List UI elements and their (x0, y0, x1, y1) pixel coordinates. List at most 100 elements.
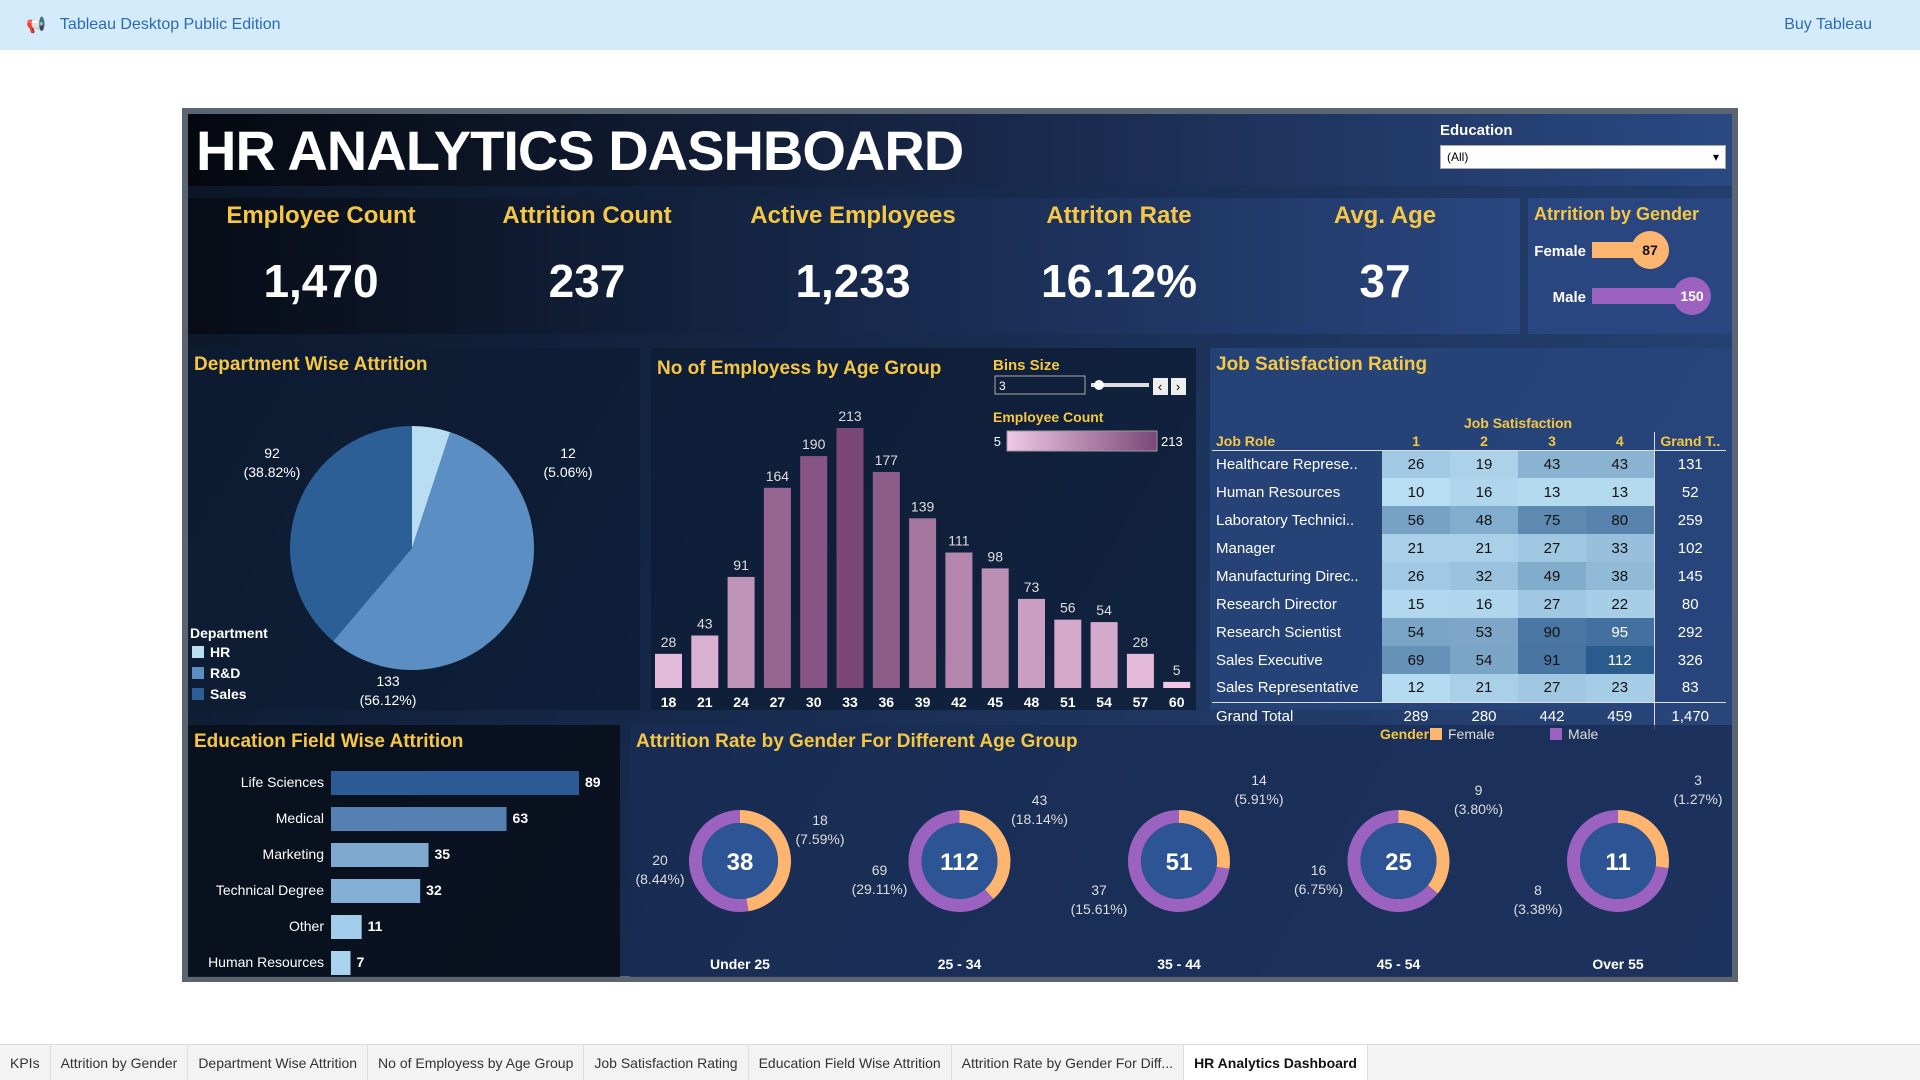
top-bar: 📢 Tableau Desktop Public Edition Buy Tabl… (0, 0, 1920, 50)
table-cell: 112 (1586, 646, 1655, 674)
bar-label: 43 (697, 616, 713, 632)
x-tick: 39 (915, 694, 931, 710)
tab-sheet[interactable]: Job Satisfaction Rating (584, 1045, 749, 1080)
bins-input[interactable] (994, 375, 1086, 395)
kpi-label: Active Employees (750, 202, 956, 229)
legend-item: Sales (210, 686, 247, 702)
gender-chart: Female 87 Male 150 (1534, 231, 1711, 315)
age-group-panel: No of Employess by Age Group 28 18 43 21 91 2… (651, 348, 1196, 710)
panel-title: Education Field Wise Attrition (194, 731, 464, 752)
age-group-label: 45 - 54 (1377, 956, 1421, 972)
donut-total: 51 (1166, 849, 1193, 876)
edu-bar (331, 843, 429, 867)
legend-title: Department (190, 625, 268, 641)
table-row: Manufacturing Direc.. 26 32 49 38 145 (1212, 562, 1727, 590)
bar-label: 190 (802, 436, 826, 452)
age-bar (945, 552, 973, 688)
grand-total-cell: 442 (1539, 707, 1565, 725)
male-percent: (15.61%) (1071, 901, 1128, 917)
buy-tableau-link[interactable]: Buy Tableau (1784, 16, 1872, 33)
next-button[interactable] (1171, 378, 1186, 395)
job-satisfaction-table: Job Satisfaction Job Role 1 2 3 4 Grand T.. Hea… (1212, 414, 1727, 730)
bins-slider-handle[interactable] (1094, 380, 1104, 390)
age-bar (836, 428, 864, 688)
slice-percent: (38.82%) (244, 464, 301, 480)
x-tick: 27 (770, 694, 786, 710)
row-total: 259 (1653, 506, 1727, 534)
gender-bubble (1673, 277, 1711, 315)
female-arc (959, 810, 1011, 900)
tab-sheet[interactable]: KPIs (0, 1045, 51, 1080)
age-bar (800, 456, 828, 688)
table-cell: 48 (1450, 506, 1518, 534)
title-band: HR ANALYTICS DASHBOARD Education (All) ▾ (188, 114, 1732, 186)
male-value: 37 (1091, 882, 1107, 898)
male-arc (908, 810, 994, 912)
tab-sheet[interactable]: No of Employess by Age Group (368, 1045, 585, 1080)
job-role: Laboratory Technici.. (1216, 511, 1355, 529)
x-tick: 21 (697, 694, 713, 710)
color-legend-title: Employee Count (993, 409, 1104, 425)
table-cell: 21 (1450, 674, 1518, 702)
grand-total-cell: 289 (1403, 707, 1429, 725)
prev-button[interactable] (1153, 378, 1168, 395)
age-bar (1054, 619, 1082, 688)
kpi-label: Employee Count (226, 202, 416, 229)
tab-sheet[interactable]: Attrition Rate by Gender For Diff... (952, 1045, 1185, 1080)
bins-label: Bins Size (993, 357, 1060, 374)
tab-sheet[interactable]: HR Analytics Dashboard (1184, 1045, 1368, 1080)
category-label: Life Sciences (241, 774, 324, 790)
job-role: Manufacturing Direc.. (1216, 567, 1359, 585)
table-cell: 91 (1518, 646, 1586, 674)
table-cell: 13 (1586, 478, 1655, 506)
filter-label: Education (1440, 122, 1513, 139)
slice-value: 12 (560, 445, 576, 461)
bar-label: 7 (357, 954, 365, 970)
legend-item: Female (1448, 726, 1495, 742)
x-tick: 30 (806, 694, 822, 710)
age-bar (981, 568, 1009, 688)
panel-title: No of Employess by Age Group (657, 358, 942, 379)
table-cell: 32 (1450, 562, 1518, 590)
table-cell: 15 (1382, 590, 1450, 618)
table-row: Human Resources 10 16 13 13 52 (1212, 478, 1727, 506)
age-bar (1126, 653, 1154, 688)
male-value: 20 (652, 852, 668, 868)
category-label: Human Resources (208, 954, 324, 970)
legend-swatch (192, 688, 204, 700)
female-percent: (7.59%) (795, 831, 844, 847)
x-tick: 45 (987, 694, 1003, 710)
row-total: 131 (1653, 450, 1727, 478)
bar-label: 56 (1060, 600, 1076, 616)
tab-sheet[interactable]: Attrition by Gender (51, 1045, 189, 1080)
table-cell: 95 (1586, 618, 1655, 646)
female-arc (740, 810, 792, 912)
table-cell: 43 (1518, 450, 1586, 478)
male-percent: (6.75%) (1294, 881, 1343, 897)
legend-swatch (192, 667, 204, 679)
table-cell: 49 (1518, 562, 1586, 590)
table-cell: 69 (1382, 646, 1450, 674)
male-percent: (29.11%) (852, 881, 908, 897)
table-cell: 75 (1518, 506, 1586, 534)
table-cell: 33 (1586, 534, 1655, 562)
chevron-right-icon: › (1176, 379, 1180, 394)
panel-title: Attrition Rate by Gender For Different A… (636, 731, 1078, 752)
kpi-card: Attriton Rate 16.12% (986, 198, 1252, 308)
male-percent: (3.38%) (1513, 901, 1562, 917)
table-cell: 22 (1586, 590, 1655, 618)
tab-sheet[interactable]: Department Wise Attrition (188, 1045, 369, 1080)
education-dropdown[interactable]: (All) ▾ (1440, 145, 1726, 169)
edu-bar (331, 879, 421, 903)
sheet-tabs: KPIs Attrition by Gender Department Wise A… (0, 1044, 1920, 1080)
female-value: 3 (1694, 772, 1702, 788)
female-percent: (5.91%) (1234, 791, 1283, 807)
tab-sheet[interactable]: Education Field Wise Attrition (749, 1045, 952, 1080)
x-tick: 33 (842, 694, 858, 710)
chevron-left-icon: ‹ (1158, 379, 1162, 394)
age-bar (872, 471, 900, 688)
table-row: Sales Executive 69 54 91 112 326 (1212, 646, 1727, 674)
x-tick: 36 (879, 694, 895, 710)
slice-percent: (56.12%) (360, 692, 417, 708)
kpi-label: Avg. Age (1333, 202, 1437, 229)
